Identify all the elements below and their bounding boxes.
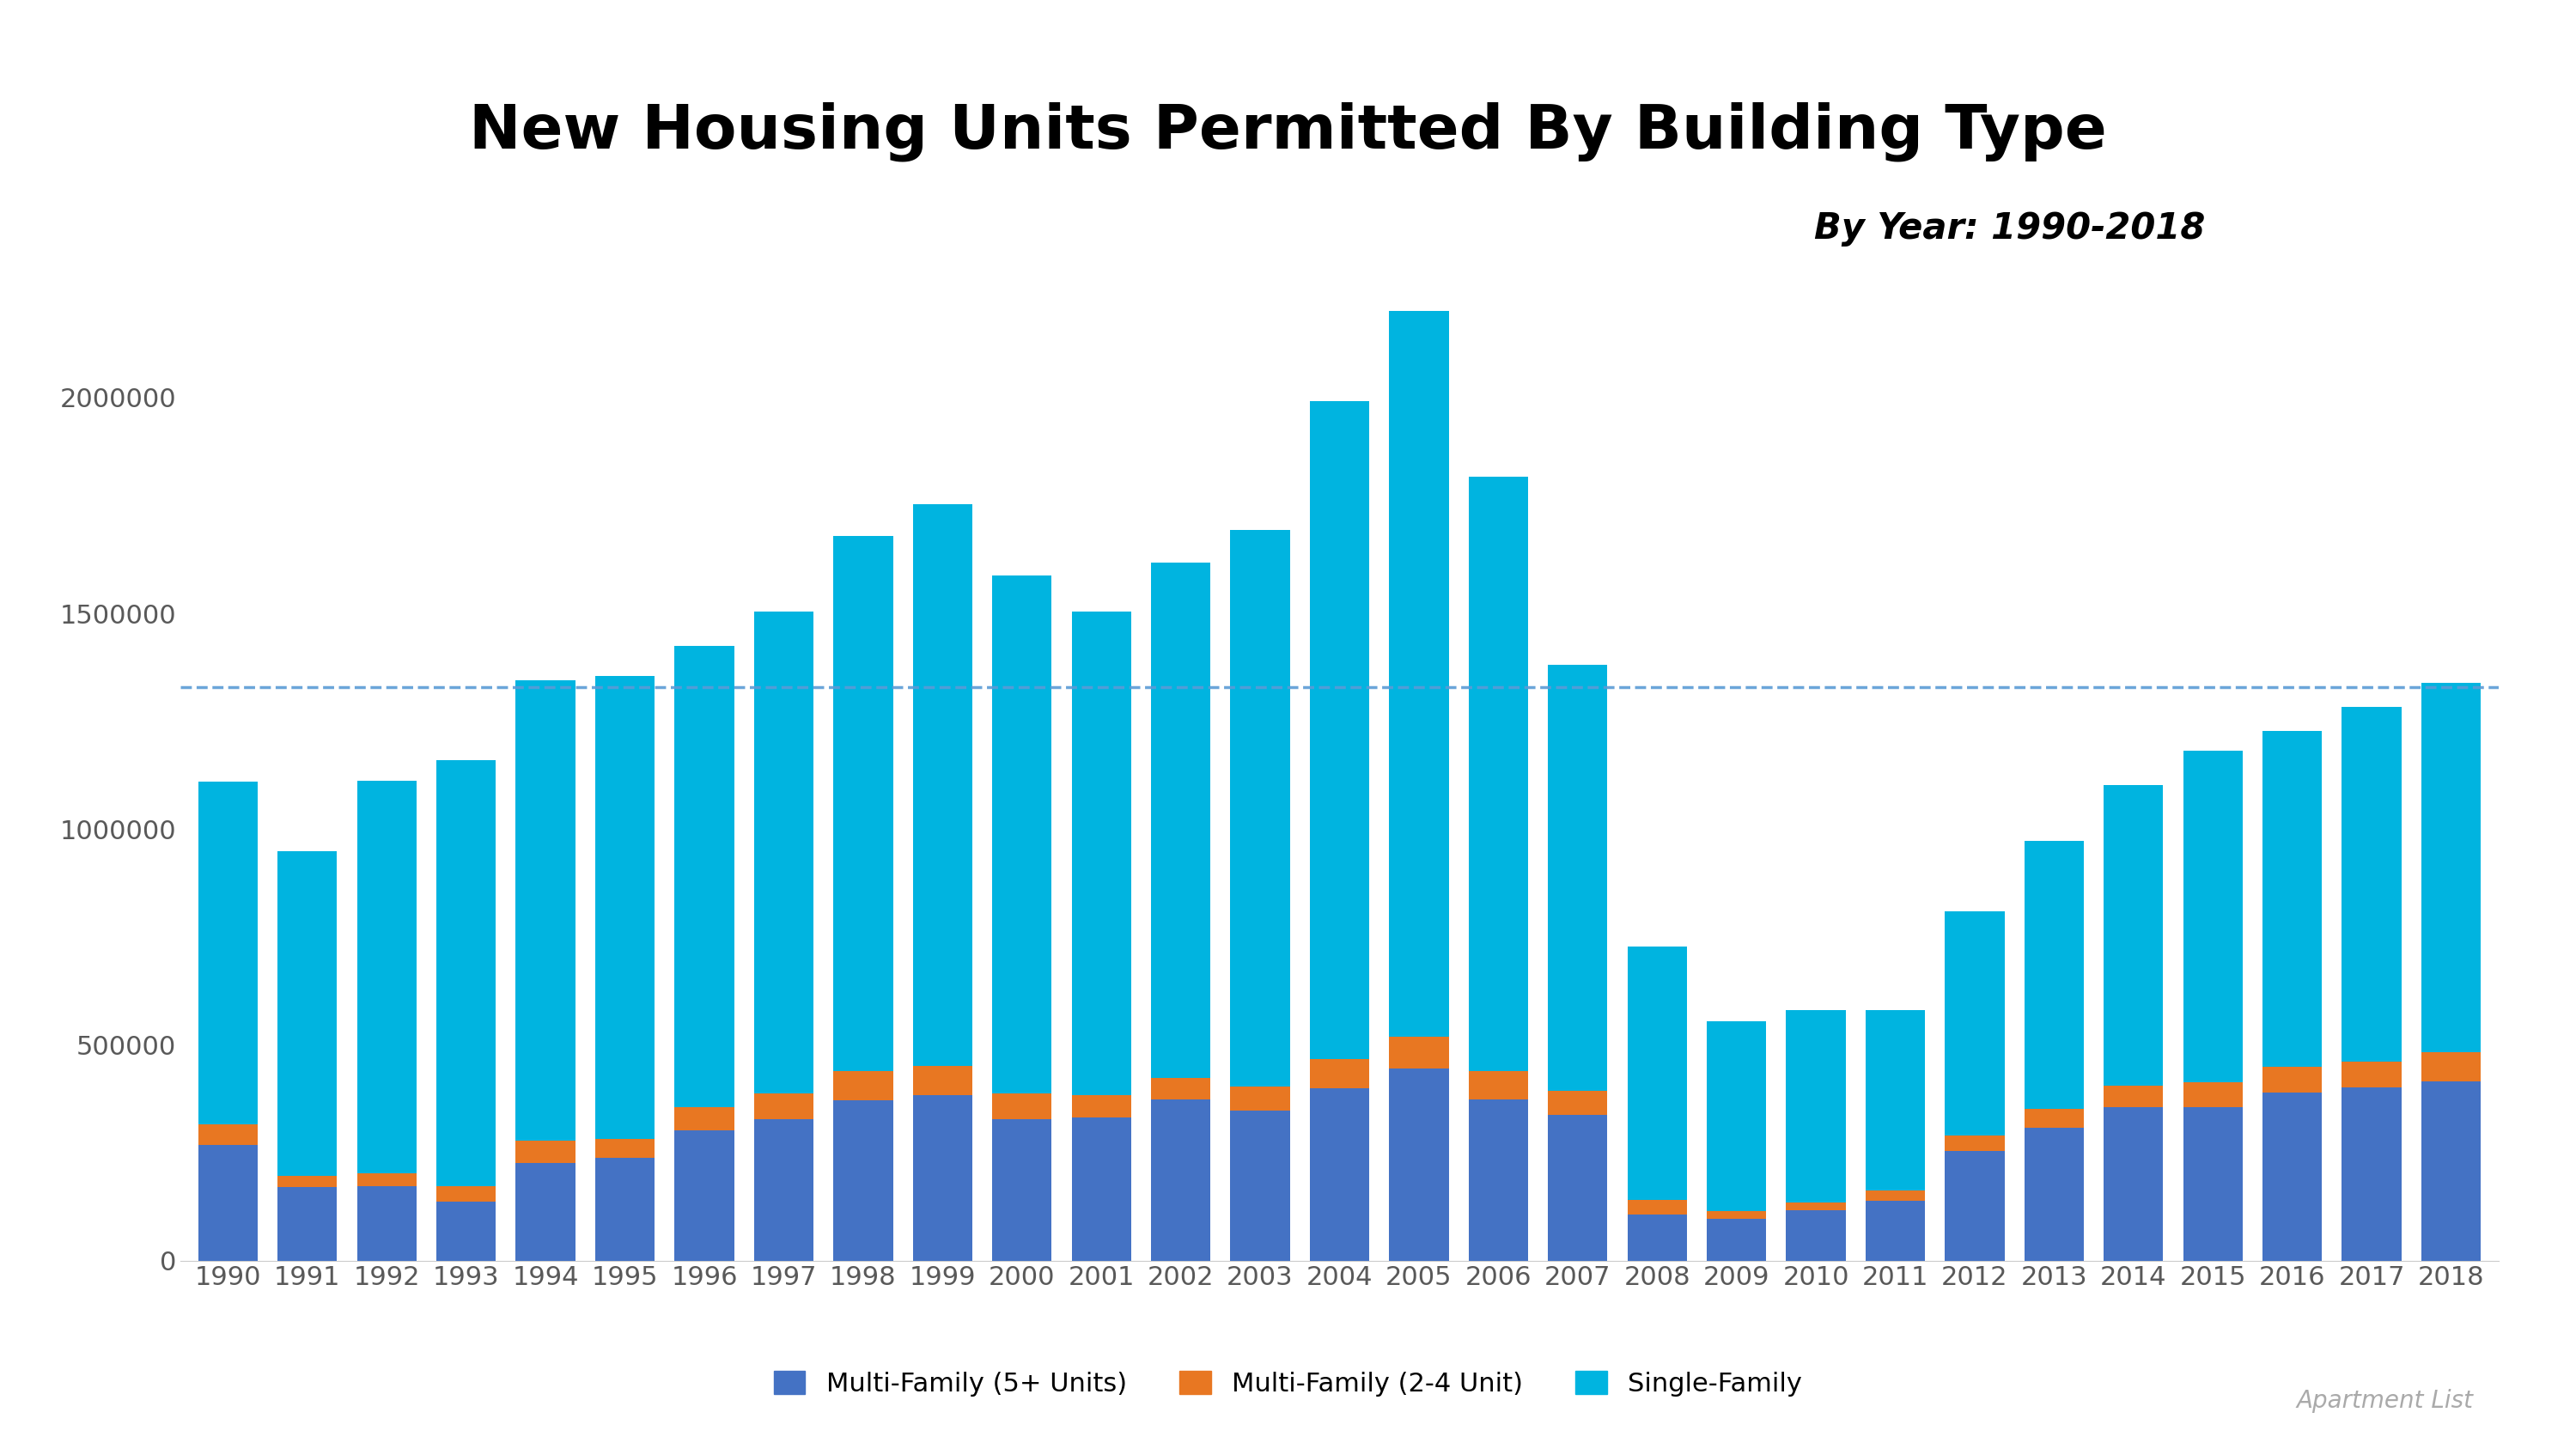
Bar [1785, 1210, 1844, 1261]
Bar [198, 781, 258, 1124]
Bar [912, 1095, 971, 1261]
Bar [1865, 1201, 1924, 1261]
Bar [992, 575, 1051, 1093]
Bar [1231, 1087, 1291, 1110]
Bar [912, 1065, 971, 1095]
Bar [1865, 1010, 1924, 1191]
Bar [358, 781, 417, 1174]
Bar [198, 1145, 258, 1261]
Bar [2182, 751, 2244, 1082]
Bar [2025, 840, 2084, 1108]
Bar [278, 1187, 337, 1261]
Bar [1548, 1114, 1607, 1261]
Bar [675, 1130, 734, 1261]
Bar [2342, 1062, 2401, 1088]
Text: Apartment List: Apartment List [2295, 1388, 2473, 1413]
Bar [595, 675, 654, 1139]
Bar [675, 1107, 734, 1130]
Bar [1231, 530, 1291, 1087]
Bar [358, 1187, 417, 1261]
Bar [2105, 1085, 2164, 1107]
Bar [1309, 1088, 1370, 1261]
Bar [595, 1158, 654, 1261]
Bar [435, 1187, 497, 1201]
Bar [1628, 1214, 1687, 1261]
Bar [1708, 1211, 1767, 1219]
Bar [358, 1174, 417, 1187]
Bar [1785, 1010, 1844, 1203]
Bar [912, 504, 971, 1065]
Bar [755, 611, 814, 1093]
Bar [1072, 1117, 1131, 1261]
Bar [435, 761, 497, 1187]
Bar [2342, 707, 2401, 1062]
Text: By Year: 1990-2018: By Year: 1990-2018 [1814, 210, 2205, 246]
Bar [1388, 1068, 1448, 1261]
Legend: Multi-Family (5+ Units), Multi-Family (2-4 Unit), Single-Family: Multi-Family (5+ Units), Multi-Family (2… [762, 1361, 1814, 1407]
Text: New Housing Units Permitted By Building Type: New Housing Units Permitted By Building … [469, 101, 2107, 161]
Bar [1468, 477, 1528, 1071]
Bar [1628, 948, 1687, 1200]
Bar [992, 1119, 1051, 1261]
Bar [2105, 785, 2164, 1085]
Bar [1072, 611, 1131, 1095]
Bar [278, 851, 337, 1177]
Bar [1468, 1071, 1528, 1100]
Bar [1151, 1100, 1211, 1261]
Bar [1785, 1203, 1844, 1210]
Bar [595, 1139, 654, 1158]
Bar [1388, 312, 1448, 1036]
Bar [2025, 1127, 2084, 1261]
Bar [992, 1093, 1051, 1119]
Bar [1231, 1110, 1291, 1261]
Bar [1468, 1100, 1528, 1261]
Bar [1309, 401, 1370, 1059]
Bar [2025, 1108, 2084, 1127]
Bar [278, 1177, 337, 1187]
Bar [835, 1071, 894, 1101]
Bar [2421, 682, 2481, 1052]
Bar [1151, 562, 1211, 1078]
Bar [2262, 1093, 2321, 1261]
Bar [2342, 1088, 2401, 1261]
Bar [1548, 665, 1607, 1091]
Bar [835, 1101, 894, 1261]
Bar [1309, 1059, 1370, 1088]
Bar [1945, 1135, 2004, 1151]
Bar [435, 1201, 497, 1261]
Bar [2262, 1066, 2321, 1093]
Bar [1708, 1022, 1767, 1211]
Bar [1072, 1095, 1131, 1117]
Bar [198, 1124, 258, 1145]
Bar [1548, 1091, 1607, 1114]
Bar [1945, 1151, 2004, 1261]
Bar [755, 1119, 814, 1261]
Bar [2262, 732, 2321, 1066]
Bar [515, 1140, 574, 1162]
Bar [1708, 1219, 1767, 1261]
Bar [515, 1162, 574, 1261]
Bar [1945, 911, 2004, 1135]
Bar [1628, 1200, 1687, 1214]
Bar [2421, 1081, 2481, 1261]
Bar [2105, 1107, 2164, 1261]
Bar [1151, 1078, 1211, 1100]
Bar [2421, 1052, 2481, 1081]
Bar [2182, 1082, 2244, 1107]
Bar [515, 680, 574, 1140]
Bar [1865, 1191, 1924, 1201]
Bar [835, 536, 894, 1071]
Bar [675, 646, 734, 1107]
Bar [755, 1093, 814, 1119]
Bar [2182, 1107, 2244, 1261]
Bar [1388, 1036, 1448, 1068]
